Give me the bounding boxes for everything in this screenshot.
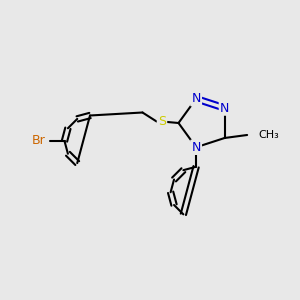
Text: N: N [191,141,201,154]
Text: S: S [158,115,166,128]
Text: Br: Br [32,134,46,148]
Text: N: N [220,101,229,115]
Text: CH₃: CH₃ [259,130,279,140]
Text: N: N [191,92,201,105]
